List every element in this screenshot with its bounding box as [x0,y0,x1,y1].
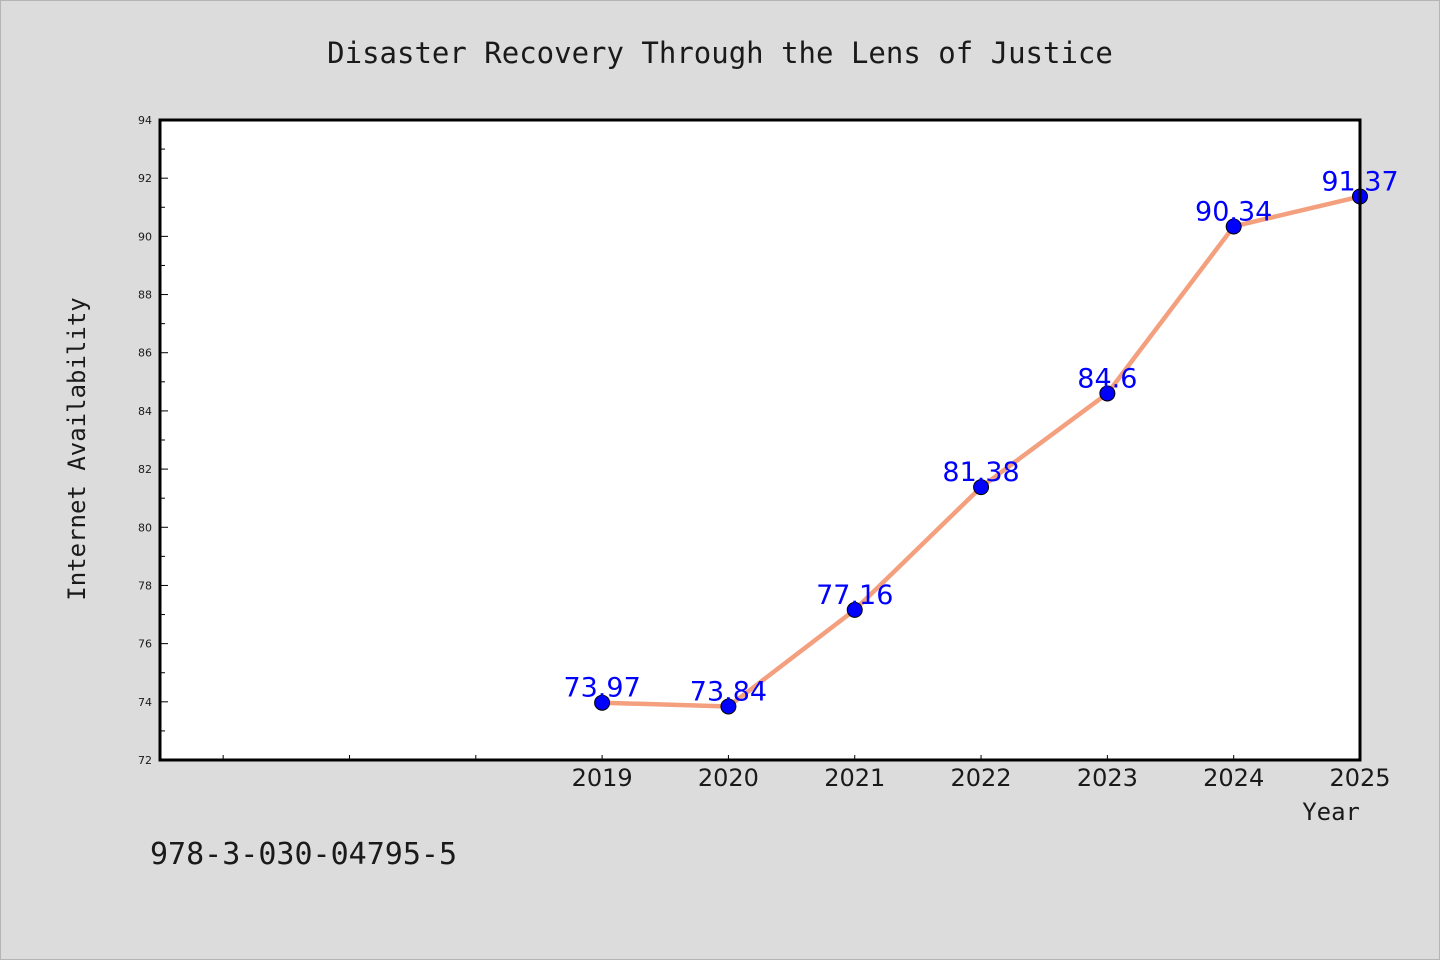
x-tick-label: 2025 [1329,764,1390,792]
data-point [720,698,737,715]
y-tick-label: 94 [138,114,152,127]
y-tick-label: 84 [138,405,152,418]
y-tick-label: 90 [138,230,152,243]
y-tick-label: 82 [138,463,152,476]
y-tick-label: 72 [138,754,152,767]
y-tick-label: 92 [138,172,152,185]
data-point [594,694,611,711]
data-point [973,479,990,496]
plot-border [158,118,1362,762]
y-tick-label: 88 [138,289,152,302]
y-tick-label: 74 [138,696,152,709]
y-tick-label: 80 [138,521,152,534]
y-tick-label: 78 [138,579,152,592]
x-tick-label: 2019 [572,764,633,792]
y-tick-label: 76 [138,638,152,651]
data-point [1225,218,1242,235]
data-label: 73.97 [563,673,640,704]
data-label: 77.16 [816,580,893,611]
data-label: 73.84 [690,676,767,707]
y-tick-label: 86 [138,347,152,360]
data-label: 84.6 [1077,363,1137,394]
data-markers [594,188,1368,715]
x-tick-label: 2020 [698,764,759,792]
x-axis: 2019 2020 2021 2022 2023 2024 2025 [222,755,1391,792]
x-tick-label: 2023 [1077,764,1138,792]
plot-area [160,120,1360,760]
chart-title: Disaster Recovery Through the Lens of Ju… [327,36,1113,70]
data-point [1099,385,1116,402]
x-tick-label: 2022 [951,764,1012,792]
x-tick-label: 2024 [1203,764,1264,792]
footnote-isbn: 978-3-030-04795-5 [150,837,457,872]
data-point [846,601,863,618]
data-label: 90.34 [1195,196,1272,227]
x-tick-label: 2021 [824,764,885,792]
y-axis-title: Internet Availability [63,297,91,600]
x-axis-title: Year [1302,798,1360,826]
data-label: 81.38 [942,457,1019,488]
